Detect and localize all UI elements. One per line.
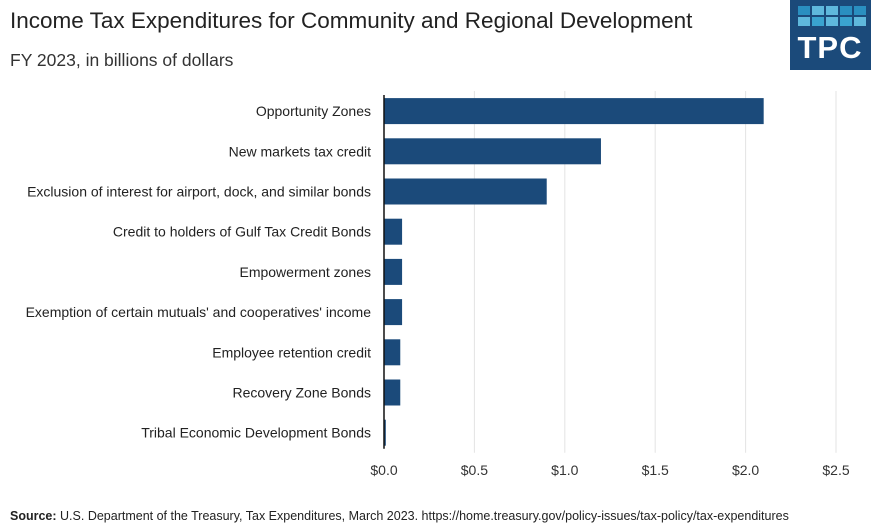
logo-square (826, 6, 838, 15)
x-tick-label: $2.0 (732, 462, 759, 478)
logo-square (854, 6, 866, 15)
logo-square (826, 17, 838, 26)
x-tick-label: $2.5 (822, 462, 849, 478)
logo-square (840, 6, 852, 15)
bar (384, 419, 386, 446)
bar (384, 339, 401, 366)
category-label: Exemption of certain mutuals' and cooper… (26, 304, 372, 320)
source-label: Source: (10, 509, 57, 523)
x-tick-label: $1.5 (642, 462, 669, 478)
logo-square (840, 17, 852, 26)
chart-title: Income Tax Expenditures for Community an… (10, 8, 693, 33)
bar (384, 138, 601, 165)
x-tick-label: $0.0 (370, 462, 397, 478)
bar (384, 258, 403, 285)
bar (384, 178, 547, 205)
bar (384, 379, 401, 406)
bar (384, 218, 403, 245)
bar (384, 299, 403, 326)
logo-square (812, 17, 824, 26)
category-label: Tribal Economic Development Bonds (141, 425, 371, 441)
x-tick-label: $1.0 (551, 462, 578, 478)
logo-square (798, 6, 810, 15)
logo-square (854, 17, 866, 26)
source-note: Source: U.S. Department of the Treasury,… (10, 509, 789, 523)
category-label: Opportunity Zones (256, 103, 371, 119)
logo-square (798, 17, 810, 26)
category-label: Empowerment zones (239, 264, 371, 280)
category-label: Credit to holders of Gulf Tax Credit Bon… (113, 224, 371, 240)
category-label: Recovery Zone Bonds (232, 385, 371, 401)
category-label: Employee retention credit (212, 344, 371, 360)
category-label: New markets tax credit (229, 143, 371, 159)
source-text: U.S. Department of the Treasury, Tax Exp… (60, 509, 789, 523)
logo-text: TPC (797, 30, 863, 65)
category-label: Exclusion of interest for airport, dock,… (27, 184, 371, 200)
bar (384, 98, 764, 125)
tpc-logo: TPC (790, 0, 871, 70)
x-tick-label: $0.5 (461, 462, 488, 478)
chart-subtitle: FY 2023, in billions of dollars (10, 50, 234, 70)
logo-square (812, 6, 824, 15)
